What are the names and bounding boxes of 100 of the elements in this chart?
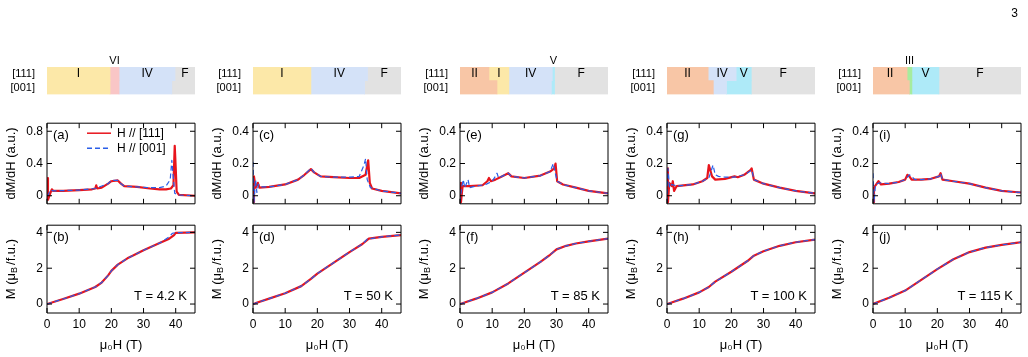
- y-axis-title: dM/dH (a.u.): [208, 127, 224, 200]
- x-axis-title: μ₀H (T): [719, 336, 763, 352]
- x-axis-title: μ₀H (T): [305, 336, 349, 352]
- series-label: I: [76, 66, 81, 81]
- legend-label: H // [001]: [117, 140, 166, 155]
- x-tick-label: 10: [692, 316, 707, 331]
- x-axis-title: μ₀H (T): [99, 336, 143, 352]
- y-tick-label: 4: [242, 224, 250, 239]
- y-tick-label: [001]: [630, 80, 655, 93]
- series-label: H // [111]: [117, 125, 164, 140]
- y-tick-label: [111]: [838, 66, 861, 79]
- x-tick-label: 10: [278, 316, 293, 331]
- text: 3: [1011, 6, 1018, 20]
- y-tick-label: 4: [862, 224, 870, 239]
- annotation: (f): [466, 229, 479, 245]
- series-label: IV: [716, 66, 728, 81]
- y-tick-label: [001]: [216, 80, 241, 93]
- y-tick-label: [111]: [12, 66, 35, 79]
- y-axis-title: dM/dH (a.u.): [622, 127, 638, 200]
- y-tick-label: 0: [449, 188, 457, 203]
- y-tick-label: 0: [242, 296, 250, 311]
- y-axis-title: M (μB/f.u.): [828, 238, 846, 300]
- annotation: T = 100 K: [750, 288, 808, 304]
- y-tick-label: 0.4: [646, 123, 664, 138]
- x-axis-title: μ₀H (T): [925, 336, 969, 352]
- series-label: IV: [333, 66, 345, 81]
- y-tick-label: 0.2: [232, 155, 250, 170]
- x-tick-label: 20: [517, 316, 532, 331]
- series-label: F: [380, 66, 388, 81]
- y-tick-label: 2: [656, 260, 664, 275]
- x-tick-label: 10: [898, 316, 913, 331]
- y-tick-label: 2: [242, 260, 250, 275]
- x-tick-label: 30: [549, 316, 564, 331]
- x-tick-label: 30: [962, 316, 977, 331]
- series-label: I: [497, 66, 501, 81]
- annotation: (e): [466, 127, 482, 143]
- series-label: II: [886, 66, 894, 81]
- annotation: (b): [53, 229, 69, 245]
- x-tick-label: 20: [104, 316, 119, 331]
- x-tick-label: 40: [169, 316, 183, 331]
- y-tick-label: 0.2: [852, 155, 870, 170]
- y-axis-title: dM/dH (a.u.): [2, 127, 18, 200]
- y-tick-label: [001]: [423, 80, 448, 93]
- series-label: VI: [109, 53, 120, 66]
- x-tick-label: 30: [756, 316, 771, 331]
- x-tick-label: 30: [342, 316, 357, 331]
- annotation: (h): [673, 229, 689, 245]
- y-tick-label: [001]: [836, 80, 861, 93]
- annotation: (i): [879, 127, 891, 143]
- y-tick-label: 0: [862, 188, 870, 203]
- series-label: II: [684, 66, 691, 81]
- y-tick-label: 4: [36, 224, 44, 239]
- series-label: F: [976, 66, 984, 81]
- y-tick-label: 4: [449, 224, 457, 239]
- y-tick-label: 2: [36, 260, 44, 275]
- y-tick-label: 2: [449, 260, 457, 275]
- y-tick-label: 0.4: [439, 123, 457, 138]
- annotation: T = 4.2 K: [134, 288, 188, 304]
- y-axis-title: M (μB/f.u.): [622, 238, 640, 300]
- y-tick-label: 0.8: [26, 123, 44, 138]
- y-tick-label: 0: [656, 296, 664, 311]
- x-tick-label: 20: [310, 316, 325, 331]
- series-label: IV: [141, 66, 153, 81]
- y-tick-label: 0.2: [439, 155, 457, 170]
- annotation: T = 115 K: [957, 288, 1014, 304]
- y-tick-label: 0.4: [232, 123, 250, 138]
- y-tick-label: 0: [36, 188, 44, 203]
- y-tick-label: [111]: [632, 66, 655, 79]
- series-label: V: [549, 53, 558, 66]
- series-label: I: [280, 66, 284, 81]
- y-tick-label: [001]: [10, 80, 35, 93]
- y-tick-label: 0: [862, 296, 870, 311]
- x-tick-label: 10: [72, 316, 87, 331]
- x-axis-title: μ₀H (T): [512, 336, 556, 352]
- y-tick-label: [111]: [218, 66, 241, 79]
- y-tick-label: 4: [656, 224, 664, 239]
- annotation: (c): [259, 127, 275, 143]
- y-tick-label: 0.2: [646, 155, 664, 170]
- y-tick-label: 0.4: [26, 155, 44, 170]
- series-label: III: [904, 53, 915, 66]
- y-axis-title: M (μB/f.u.): [208, 238, 226, 300]
- annotation: (g): [673, 127, 689, 143]
- y-tick-label: 0: [242, 188, 250, 203]
- series-label: F: [577, 66, 585, 81]
- annotation: (j): [879, 229, 891, 245]
- y-axis-title: M (μB/f.u.): [2, 238, 20, 300]
- y-tick-label: 0.4: [852, 123, 870, 138]
- series-label: IV: [524, 66, 537, 81]
- y-tick-label: [111]: [425, 66, 448, 79]
- x-tick-label: 20: [724, 316, 739, 331]
- series-label: F: [779, 66, 787, 81]
- x-tick-label: 40: [995, 316, 1009, 331]
- x-tick-label: 30: [136, 316, 151, 331]
- y-tick-label: 0: [656, 188, 664, 203]
- x-tick-label: 40: [582, 316, 596, 331]
- annotation: T = 85 K: [550, 288, 601, 304]
- y-tick-label: 0: [449, 296, 457, 311]
- y-tick-label: 0: [36, 296, 44, 311]
- series-label: V: [739, 66, 748, 81]
- x-tick-label: 20: [930, 316, 945, 331]
